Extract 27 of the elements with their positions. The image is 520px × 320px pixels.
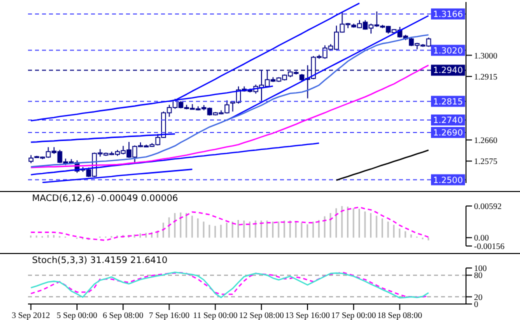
chart-title: Stoch(5,3,3) 31.4159 21.6410: [32, 256, 168, 266]
y-tick-label: 20: [474, 292, 482, 302]
ref-line-label: 1.2690: [433, 128, 463, 138]
x-tick-label: 11 Sep 00:00: [193, 310, 238, 320]
ref-line-label: 1.3166: [433, 10, 463, 20]
y-tick-label: 0: [474, 299, 478, 310]
x-tick-label: 12 Sep 08:00: [238, 310, 284, 320]
x-tick-label: 3 Sep 2012: [12, 310, 50, 320]
y-tick-label: 1.2915: [474, 71, 498, 82]
ref-line-label: 1.3020: [433, 46, 463, 56]
y-tick-label: -0.00156: [474, 241, 504, 252]
y-tick-label: 1.2660: [474, 134, 498, 145]
x-tick-label: 7 Sep 16:00: [148, 310, 190, 320]
x-tick-label: 6 Sep 08:00: [102, 310, 144, 320]
ref-line-label: 1.2500: [433, 176, 463, 186]
x-tick-label: 5 Sep 00:00: [56, 310, 98, 320]
x-tick-label: 18 Sep 08:00: [377, 310, 422, 320]
y-tick-label: 0.00592: [474, 201, 502, 212]
ref-line-label: 1.2740: [433, 116, 463, 126]
chart-title: MACD(6,12,6) -0.00049 0.00006: [32, 194, 178, 204]
x-tick-label: 13 Sep 16:00: [285, 310, 330, 320]
y-tick-label: 1.2575: [474, 156, 498, 166]
x-tick-label: 17 Sep 00:00: [331, 310, 376, 320]
ref-line-label: 1.2940: [433, 66, 463, 76]
ref-line-label: 1.2815: [433, 97, 463, 108]
y-tick-label: 0.00: [474, 232, 489, 243]
y-tick-label: 1.3000: [474, 50, 498, 60]
